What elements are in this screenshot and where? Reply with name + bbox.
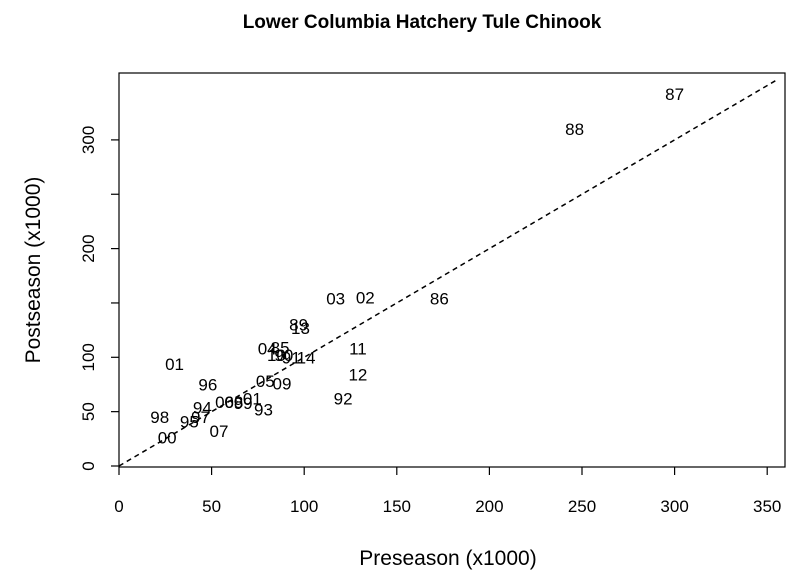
data-point-label-08: 08: [224, 393, 243, 412]
data-point-label-05: 05: [256, 372, 275, 391]
x-tick-label: 0: [114, 497, 123, 516]
y-tick-label: 50: [79, 402, 98, 421]
data-point-label-89: 89: [289, 316, 308, 335]
x-axis: 0 50 100 150 200 250 300 350: [114, 467, 781, 516]
x-tick-label: 200: [475, 497, 503, 516]
data-point-label-87: 87: [665, 85, 684, 104]
data-point-label-03: 03: [326, 290, 345, 309]
x-tick-label: 150: [383, 497, 411, 516]
data-point-label-04: 04: [258, 340, 277, 359]
data-point-label-09: 09: [273, 374, 292, 393]
data-point-label-07: 07: [210, 422, 229, 441]
data-point-label-11: 11: [349, 340, 367, 359]
data-point-label-93: 93: [254, 400, 273, 419]
data-point-label-01: 01: [243, 390, 262, 409]
data-point-label-13: 13: [291, 319, 310, 338]
reference-line-y-equals-x: [118, 78, 779, 467]
y-tick-label: 0: [79, 461, 98, 470]
data-point-label-97: 97: [191, 408, 210, 427]
data-point-label-06: 06: [215, 393, 234, 412]
y-tick-label: 300: [79, 126, 98, 154]
data-point-label-99: 99: [234, 394, 253, 413]
data-point-label-96: 96: [198, 375, 217, 394]
data-point-label-14: 14: [297, 348, 316, 367]
x-axis-title: Preseason (x1000): [359, 547, 536, 570]
x-tick-label: 50: [202, 497, 221, 516]
y-tick-label: 200: [79, 234, 98, 262]
data-point-label-90: 90: [274, 346, 293, 365]
chart-title: Lower Columbia Hatchery Tule Chinook: [243, 12, 602, 33]
x-tick-label: 100: [290, 497, 318, 516]
x-tick-label: 250: [568, 497, 596, 516]
x-tick-label: 350: [753, 497, 781, 516]
data-point-label-95: 95: [180, 412, 199, 431]
data-point-label-91: 91: [282, 348, 301, 367]
y-axis: 0 50 100 200 300: [79, 126, 119, 471]
data-point-label-10: 10: [267, 346, 286, 365]
data-point-label-01: 01: [165, 355, 184, 374]
plot-frame: [118, 72, 786, 468]
y-axis-title: Postseason (x1000): [22, 177, 45, 364]
data-point-label-12: 12: [348, 366, 367, 385]
data-point-label-85: 85: [271, 339, 290, 358]
x-tick-label: 300: [660, 497, 688, 516]
data-point-label-00: 00: [158, 429, 177, 448]
data-point-label-94: 94: [193, 398, 212, 417]
data-point-label-92: 92: [334, 390, 353, 409]
data-point-label-88: 88: [565, 120, 584, 139]
data-point-label-86: 86: [430, 290, 449, 309]
y-tick-label: 100: [79, 343, 98, 371]
data-point-label-98: 98: [150, 408, 169, 427]
data-point-label-02: 02: [356, 289, 375, 308]
